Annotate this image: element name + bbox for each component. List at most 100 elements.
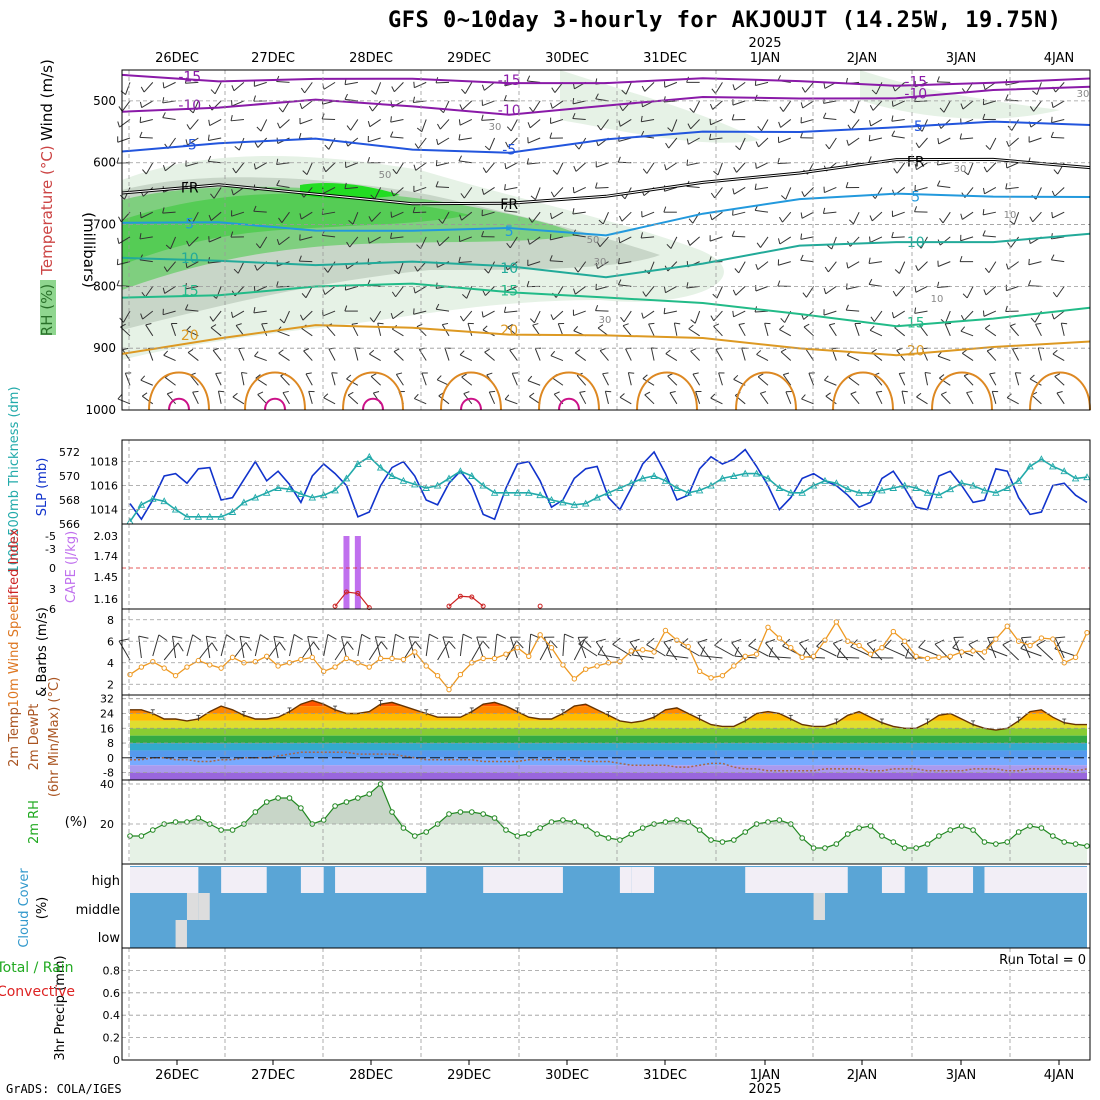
wind-barb — [345, 285, 359, 291]
wind-barb-flag — [1054, 373, 1061, 377]
surface-wind-barb-flag — [380, 641, 388, 650]
wind-barb-flag — [368, 216, 373, 222]
wind-barb — [619, 396, 632, 405]
wind-barb — [212, 310, 222, 322]
surface-wind-barb — [562, 634, 565, 657]
wind-barb — [1056, 286, 1065, 298]
wind-barb-flag — [232, 392, 238, 398]
wind-speed-point — [127, 671, 133, 678]
wind-barb-flag — [690, 319, 696, 324]
wind-barb-flag — [1005, 263, 1009, 270]
thickness-point — [331, 486, 339, 494]
wind-speed-point — [947, 653, 953, 659]
isotherm-label--10: -10 — [178, 98, 201, 114]
wind-barb-flag — [665, 142, 670, 149]
wind-barb — [782, 374, 792, 386]
surface-wind-barb-flag — [578, 637, 587, 645]
surface-wind-barb — [968, 644, 985, 661]
wind-barb-flag — [528, 217, 533, 223]
surface-wind-barb-flag — [240, 635, 250, 639]
wind-speed-point — [958, 649, 965, 655]
wind-barb — [711, 211, 723, 221]
wind-barb-flag — [896, 347, 903, 351]
wind-barb — [579, 392, 587, 405]
surface-wind-barb — [632, 654, 655, 659]
wind-barb — [1051, 136, 1065, 139]
wind-barb — [756, 162, 769, 169]
thickness-point — [274, 484, 282, 491]
wind-barb-flag — [617, 156, 621, 163]
wind-speed-point — [594, 663, 600, 669]
wind-barb — [894, 327, 906, 337]
wind-barb-flag — [871, 89, 877, 95]
wind-barb-flag — [414, 143, 419, 149]
wind-barb-flag — [140, 86, 145, 93]
rh-point — [993, 841, 999, 847]
wind-barb — [1009, 325, 1020, 337]
x-bottom-year-label: 2025 — [748, 1082, 781, 1097]
wind-barb — [417, 137, 427, 149]
wind-barb — [712, 100, 723, 110]
wind-barb-flag — [162, 207, 165, 214]
wind-barb-flag — [484, 145, 490, 151]
thickness-point — [194, 512, 203, 520]
wind-barb-flag — [1056, 391, 1063, 394]
surface-wind-barb-flag — [341, 636, 352, 639]
x-bottom-day-label: 3JAN — [946, 1068, 977, 1083]
surface-wind-barb — [425, 634, 430, 657]
wind-barb — [439, 236, 450, 247]
wind-barb-flag — [390, 211, 393, 218]
precip-tick-label: 0 — [113, 1054, 120, 1067]
temp-tick-label: 24 — [100, 707, 114, 720]
wind-speed-point — [788, 645, 794, 651]
wind-barb — [688, 328, 700, 337]
wind-barb — [369, 236, 381, 244]
wind-barb-flag — [484, 268, 489, 274]
wind-barb — [808, 372, 815, 386]
wind-barb-flag — [941, 391, 947, 395]
wind-barb — [921, 348, 928, 361]
x-bottom-day-label: 4JAN — [1044, 1068, 1075, 1083]
wind-barb-flag — [846, 262, 849, 269]
wind-barb — [901, 390, 906, 404]
surface-wind-barb-flag — [731, 638, 742, 644]
x-top-day-label: 29DEC — [447, 51, 491, 66]
thickness-point — [468, 472, 476, 479]
wind-barb-flag — [960, 326, 966, 332]
slp-tick-label: 1014 — [90, 504, 118, 517]
wind-barb — [488, 261, 496, 274]
wind-barb-flag — [344, 182, 347, 189]
wind-barb-flag — [347, 391, 354, 396]
pressure-tick-label: 500 — [93, 94, 116, 108]
surface-wind-barb — [471, 640, 484, 661]
wind-barb — [938, 261, 951, 267]
wind-barb — [572, 100, 586, 105]
wind-barb-flag — [482, 290, 486, 296]
wind-barb — [644, 394, 655, 405]
wind-barb-flag — [960, 315, 965, 321]
surface-wind-barb-flag — [697, 638, 708, 643]
wind-barb-flag — [550, 314, 554, 320]
wind-barb — [139, 236, 153, 240]
wind-barb-flag — [416, 244, 422, 250]
temp-minmax-axis-label: (6hr Min/Max) (°C) — [47, 677, 62, 797]
wind-barb — [779, 236, 792, 245]
rh-point — [1038, 825, 1045, 831]
wind-speed-point — [810, 653, 817, 659]
wind-barb — [299, 118, 313, 125]
wind-barb — [418, 349, 427, 361]
wind-barb — [938, 137, 951, 145]
wind-barb-flag — [572, 208, 575, 215]
thickness-point — [878, 486, 886, 494]
wind-barb-flag — [413, 81, 415, 88]
pressure-tick-label: 800 — [93, 279, 116, 293]
wind-barb — [210, 327, 222, 337]
wind-barb — [619, 236, 632, 244]
rh-point — [571, 819, 578, 825]
wind-barb-flag — [209, 316, 214, 322]
wind-barb — [989, 137, 997, 150]
wind-barb-flag — [549, 132, 553, 139]
wind-barb — [535, 187, 541, 200]
wind-barb-flag — [756, 242, 761, 248]
wind-barb-flag — [733, 167, 737, 173]
